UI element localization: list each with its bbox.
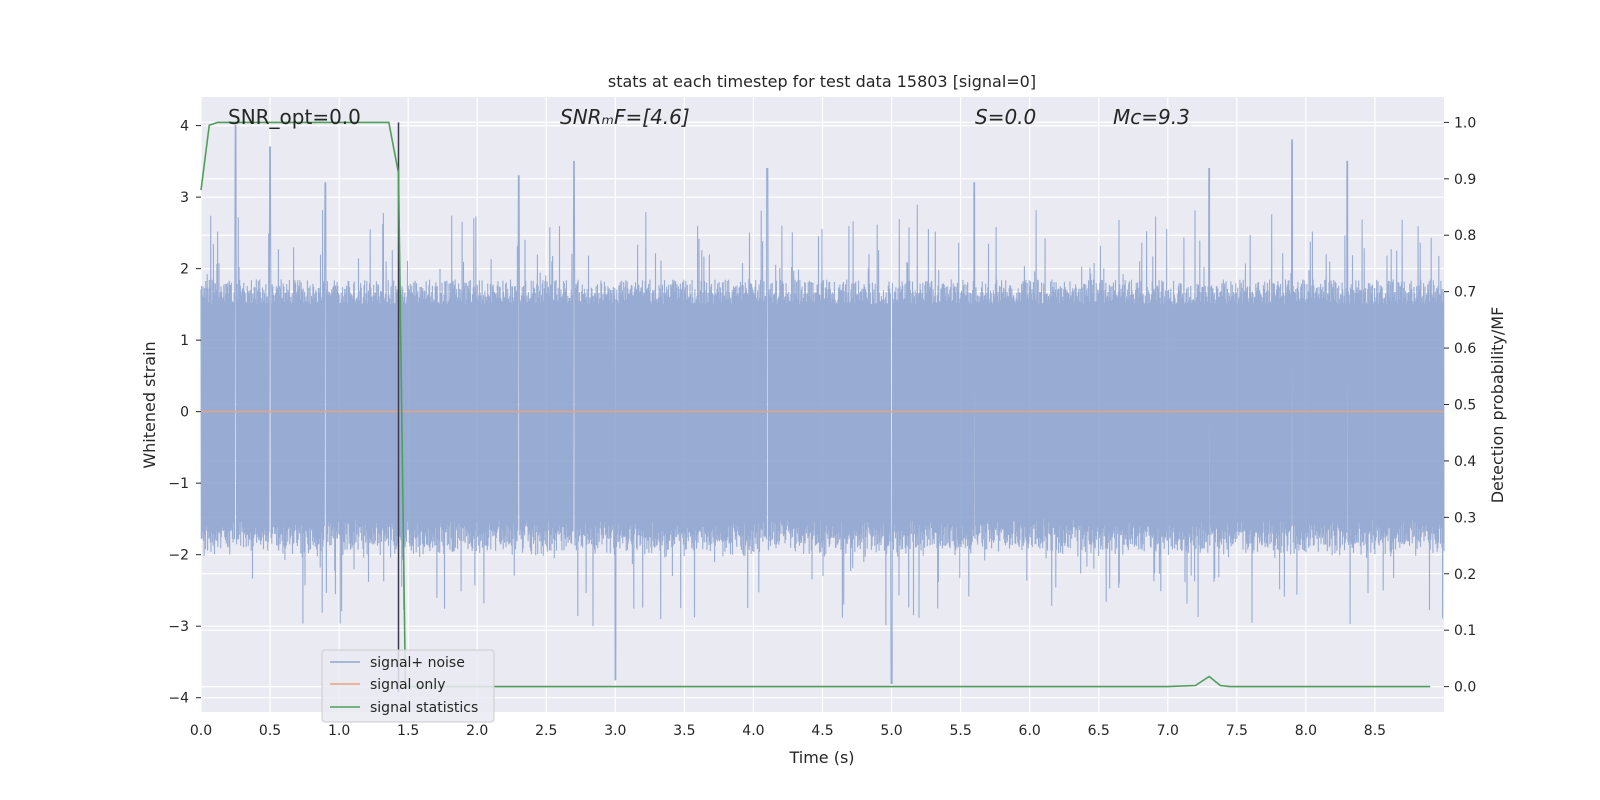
y-tick-label: −4	[168, 691, 189, 707]
legend-box	[321, 649, 495, 723]
legend: signal+ noise signal only signal statist…	[321, 649, 495, 723]
x-tick-label: 4.5	[811, 723, 833, 739]
y-tick-label: 1	[180, 333, 189, 349]
annotation-snr-mf: SNRₘF=[4.6]	[560, 105, 690, 129]
y-tick-label: −2	[168, 548, 189, 564]
x-tick-label: 2.5	[535, 723, 557, 739]
x-tick-label: 8.5	[1364, 723, 1386, 739]
ticks: 0.0 0.5 1.0 1.5 2.0 2.5 3.0 3.5 4.0 4.5 5.0 5.5 6.0 6…	[168, 115, 1476, 739]
annotation-mc: Mᴄ=9.3	[1113, 105, 1190, 129]
y2-tick-label: 0.6	[1454, 341, 1476, 357]
x-tick-label: 2.0	[466, 723, 488, 739]
x-axis-label: Time (s)	[788, 748, 854, 767]
x-tick-label: 3.0	[604, 723, 626, 739]
x-tick-label: 7.5	[1226, 723, 1248, 739]
y-tick-label: 0	[180, 405, 189, 421]
y2-tick-label: 0.5	[1454, 398, 1476, 414]
x-tick-label: 0.5	[259, 723, 281, 739]
y2-tick-label: 0.0	[1454, 680, 1476, 696]
y2-tick-label: 0.3	[1454, 510, 1476, 526]
x-tick-label: 0.0	[190, 723, 212, 739]
y-tick-label: −1	[168, 476, 189, 492]
y2-axis-label: Detection probability/MF	[1488, 307, 1507, 504]
y2-tick-label: 1.0	[1454, 115, 1476, 131]
x-tick-label: 6.5	[1088, 723, 1110, 739]
series-signal-noise	[200, 125, 1445, 684]
y2-tick-label: 0.7	[1454, 285, 1476, 301]
y2-tick-label: 0.1	[1454, 623, 1476, 639]
legend-label-signal-statistics: signal statistics	[370, 700, 478, 716]
legend-label-signal-noise: signal+ noise	[370, 655, 465, 671]
y-axis-label: Whitened strain	[140, 341, 159, 468]
y2-tick-label: 0.4	[1454, 454, 1476, 470]
x-tick-label: 6.0	[1019, 723, 1041, 739]
y-tick-label: 4	[180, 119, 189, 135]
x-tick-label: 8.0	[1295, 723, 1317, 739]
x-tick-label: 3.5	[673, 723, 695, 739]
annotation-snr-opt: SNR_opt=0.0	[228, 105, 361, 129]
y2-tick-label: 0.8	[1454, 228, 1476, 244]
x-tick-label: 7.0	[1157, 723, 1179, 739]
chart-title: stats at each timestep for test data 158…	[608, 72, 1036, 91]
annotation-s: S=0.0	[975, 105, 1036, 129]
y2-tick-label: 0.9	[1454, 172, 1476, 188]
x-tick-label: 4.0	[742, 723, 764, 739]
x-tick-label: 5.0	[880, 723, 902, 739]
x-tick-label: 1.0	[328, 723, 350, 739]
y-tick-label: 3	[180, 190, 189, 206]
legend-label-signal-only: signal only	[370, 677, 445, 693]
y-tick-label: 2	[180, 262, 189, 278]
signal-noise-line	[200, 125, 1445, 684]
y2-tick-label: 0.2	[1454, 567, 1476, 583]
x-tick-label: 1.5	[397, 723, 419, 739]
x-tick-label: 5.5	[949, 723, 971, 739]
y-tick-label: −3	[168, 619, 189, 635]
